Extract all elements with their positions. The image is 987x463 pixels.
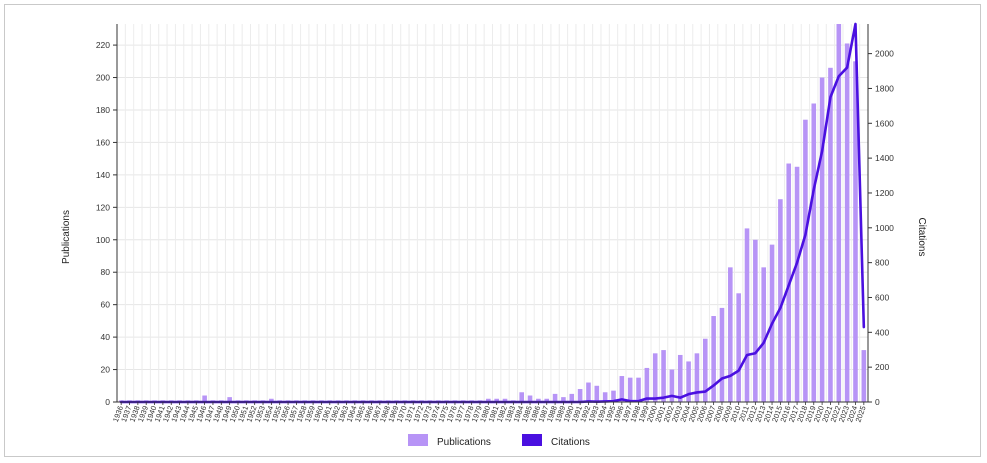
y-right-tick-label: 600 (875, 292, 889, 302)
y-right-tick-label: 1200 (875, 188, 894, 198)
y-left-tick-label: 140 (96, 170, 110, 180)
publication-bar-1991 (577, 389, 583, 402)
publication-bar-2006 (702, 338, 708, 402)
publication-bar-2021 (828, 67, 833, 402)
publication-bar-1987 (544, 398, 550, 402)
publication-bar-1981 (494, 398, 499, 402)
legend-citations-swatch[interactable] (522, 434, 542, 446)
publication-bar-2022 (836, 24, 842, 402)
y-left-tick-label: 80 (101, 267, 111, 277)
publication-bar-2009 (728, 267, 733, 402)
publication-bar-2024 (853, 61, 858, 403)
publication-bar-2007 (711, 316, 716, 402)
publication-bar-2010 (736, 293, 741, 402)
publication-bar-2008 (719, 307, 725, 402)
publication-bar-2003 (677, 354, 683, 402)
publication-bar-2020 (819, 77, 825, 402)
y-right-tick-label: 1000 (875, 223, 894, 233)
publication-bar-2017 (794, 166, 800, 402)
y-left-tick-label: 40 (101, 332, 111, 342)
publication-bar-2012 (753, 239, 758, 402)
publication-bar-1988 (552, 393, 558, 402)
publication-bar-1999 (644, 367, 650, 402)
publication-bar-1986 (536, 398, 541, 402)
publication-bar-2011 (744, 228, 750, 402)
publication-bar-2025 (861, 350, 867, 402)
publication-bar-2023 (844, 43, 850, 403)
y-left-ticks: 0 20 40 60 80 100 120 140 160 180 200 220 (96, 40, 117, 407)
publication-bar-1954 (269, 398, 274, 402)
y-right-tick-label: 1600 (875, 118, 894, 128)
publication-bar-2002 (669, 369, 675, 402)
publication-bar-2004 (686, 361, 691, 402)
publication-bar-1993 (594, 385, 600, 402)
y-right-tick-label: 400 (875, 327, 889, 337)
y-left-tick-label: 20 (101, 365, 111, 375)
y-right-tick-label: 800 (875, 258, 889, 268)
publication-bar-1949 (227, 397, 232, 402)
y-right-tick-label: 2000 (875, 49, 894, 59)
y-right-axis-title: Citations (916, 218, 927, 257)
publication-bar-1980 (486, 398, 491, 402)
publication-bar-1996 (619, 376, 625, 402)
publication-bar-1998 (636, 377, 641, 402)
y-left-tick-label: 220 (96, 40, 110, 50)
x-ticks: 1936193719381939194019411942194319441945… (111, 402, 868, 423)
y-right-ticks: 0 200 400 600 800 1000 1200 1400 1600 1800 2000 (868, 49, 894, 407)
legend-citations-label[interactable]: Citations (551, 437, 590, 448)
y-left-tick-label: 100 (96, 235, 110, 245)
publication-bar-1990 (569, 393, 575, 402)
publication-bar-2001 (661, 350, 666, 402)
y-left-tick-label: 180 (96, 105, 110, 115)
publication-bar-1994 (602, 392, 608, 402)
publication-bar-1984 (519, 392, 525, 402)
legend-publications-label[interactable]: Publications (437, 437, 491, 448)
y-left-axis-title: Publications (61, 210, 72, 264)
publication-bar-2018 (803, 119, 808, 402)
publication-bar-1995 (611, 390, 616, 402)
y-right-tick-label: 1400 (875, 153, 894, 163)
publication-bar-1985 (527, 395, 533, 402)
publication-bar-1989 (561, 397, 566, 402)
publication-bar-2019 (811, 103, 817, 402)
legend: Publications Citations (408, 434, 590, 448)
y-right-tick-label: 1800 (875, 83, 894, 93)
publication-bar-1982 (502, 398, 508, 402)
y-right-tick-label: 0 (875, 397, 880, 407)
y-left-tick-label: 60 (101, 300, 111, 310)
publication-bar-2000 (652, 353, 658, 402)
publication-bar-2013 (761, 267, 766, 402)
publication-bar-1946 (202, 395, 207, 402)
y-left-tick-label: 120 (96, 202, 110, 212)
y-right-tick-label: 200 (875, 362, 889, 372)
publication-bar-1992 (586, 382, 591, 402)
y-left-tick-label: 200 (96, 73, 110, 83)
y-left-tick-label: 0 (105, 397, 110, 407)
legend-publications-swatch[interactable] (408, 434, 428, 446)
publication-bar-2015 (778, 199, 783, 402)
publication-bar-2005 (694, 353, 700, 402)
publication-bar-1997 (627, 377, 633, 402)
axes (116, 24, 869, 403)
y-left-tick-label: 160 (96, 137, 110, 147)
